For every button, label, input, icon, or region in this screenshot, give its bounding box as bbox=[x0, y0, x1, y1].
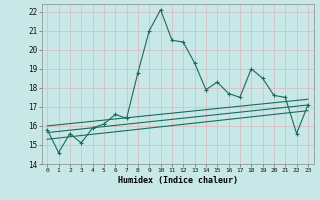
X-axis label: Humidex (Indice chaleur): Humidex (Indice chaleur) bbox=[118, 176, 237, 185]
